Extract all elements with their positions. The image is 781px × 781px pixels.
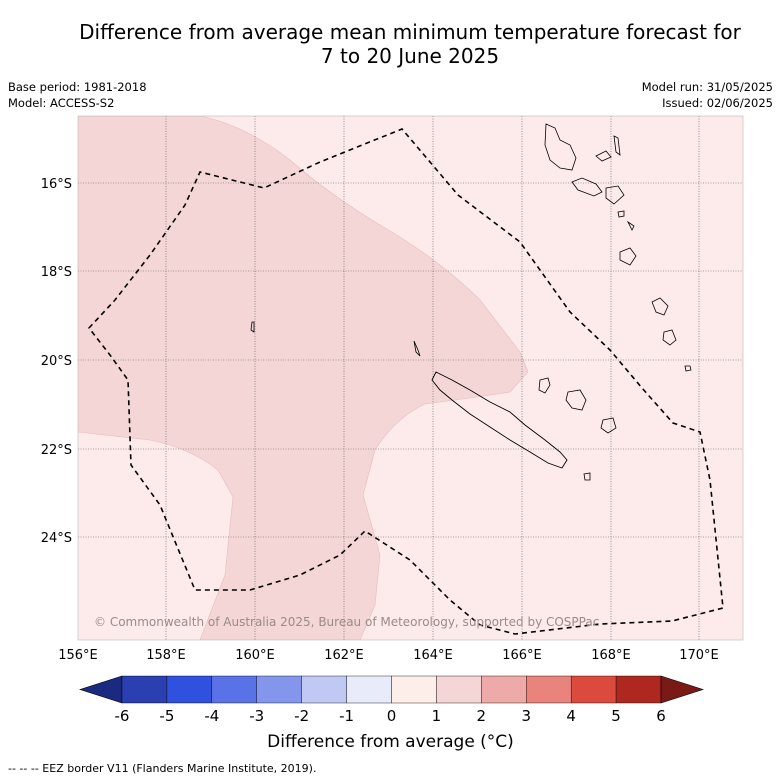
graticule bbox=[78, 116, 743, 640]
new-caledonia-mainland bbox=[431, 371, 568, 469]
chesterfield-reef bbox=[250, 321, 255, 333]
lon-tick-label: 158°E bbox=[146, 648, 186, 663]
copyright-text: © Commonwealth of Australia 2025, Bureau… bbox=[94, 615, 599, 629]
isle-of-pines bbox=[583, 472, 591, 481]
vanuatu-islands bbox=[544, 123, 692, 372]
colorbar-tick-label: 0 bbox=[387, 707, 397, 725]
lat-tick-label: 16°S bbox=[41, 177, 72, 192]
colorbar-tick-label: -3 bbox=[249, 707, 264, 725]
colorbar-extend-high bbox=[660, 675, 704, 704]
eez-border bbox=[87, 128, 724, 635]
loyalty-mare bbox=[600, 417, 617, 434]
colorbar-segment bbox=[570, 675, 617, 704]
colorbar-segment bbox=[615, 675, 662, 704]
colorbar-extend-low bbox=[79, 675, 123, 704]
colorbar-tick-label: -6 bbox=[115, 707, 130, 725]
colorbar: -6 -5 -4 -3 -2 -1 0 1 2 3 4 5 6 bbox=[79, 675, 704, 725]
lat-tick-label: 18°S bbox=[41, 265, 72, 280]
colorbar-segment bbox=[436, 675, 482, 704]
colorbar-segment bbox=[526, 675, 572, 704]
lon-tick-label: 156°E bbox=[58, 648, 98, 663]
colorbar-label: Difference from average (°C) bbox=[267, 732, 514, 752]
loyalty-ouvea bbox=[538, 377, 551, 394]
metadata-right: Model run: 31/05/2025 Issued: 02/06/2025 bbox=[642, 79, 773, 111]
lon-tick-label: 166°E bbox=[502, 648, 542, 663]
colorbar-segment bbox=[346, 675, 392, 704]
colorbar-tick-label: 1 bbox=[432, 707, 442, 725]
colorbar-segment bbox=[391, 675, 437, 704]
base-period: Base period: 1981-2018 bbox=[8, 80, 147, 94]
lat-tick-label: 22°S bbox=[41, 443, 72, 458]
anomaly-band-1-2 bbox=[78, 116, 529, 640]
colorbar-tick-label: -5 bbox=[159, 707, 174, 725]
colorbar-tick-label: 3 bbox=[521, 707, 531, 725]
eez-legend-note: -- -- -- EEZ border V11 (Flanders Marine… bbox=[8, 762, 317, 775]
lon-tick-label: 164°E bbox=[413, 648, 453, 663]
lat-tick-label: 24°S bbox=[41, 531, 72, 546]
colorbar-tick-label: 5 bbox=[611, 707, 621, 725]
title-line-1: Difference from average mean minimum tem… bbox=[79, 20, 741, 44]
title-line-2: 7 to 20 June 2025 bbox=[320, 44, 500, 68]
colorbar-tick-label: -2 bbox=[294, 707, 309, 725]
colorbar-tick-label: 2 bbox=[477, 707, 487, 725]
page-title: Difference from average mean minimum tem… bbox=[0, 20, 781, 68]
lon-tick-label: 162°E bbox=[324, 648, 364, 663]
colorbar-segment bbox=[166, 675, 213, 704]
model-run: Model run: 31/05/2025 bbox=[641, 80, 773, 94]
colorbar-tick-label: -1 bbox=[339, 707, 354, 725]
colorbar-segment bbox=[481, 675, 527, 704]
lon-tick-label: 168°E bbox=[591, 648, 631, 663]
metadata-left: Base period: 1981-2018 Model: ACCESS-S2 bbox=[8, 79, 147, 111]
colorbar-segment bbox=[211, 675, 257, 704]
colorbar-tick-label: 4 bbox=[566, 707, 576, 725]
latitude-labels: 16°S 18°S 20°S 22°S 24°S bbox=[41, 177, 72, 546]
plot-frame bbox=[77, 115, 744, 641]
lon-tick-label: 160°E bbox=[235, 648, 275, 663]
colorbar-segment bbox=[121, 675, 168, 704]
lon-tick-label: 170°E bbox=[679, 648, 719, 663]
loyalty-lifou bbox=[565, 389, 587, 411]
colorbar-tick-label: -4 bbox=[204, 707, 219, 725]
lat-tick-label: 20°S bbox=[41, 354, 72, 369]
issued-date: Issued: 02/06/2025 bbox=[662, 96, 773, 110]
longitude-labels: 156°E 158°E 160°E 162°E 164°E 166°E 168°… bbox=[58, 648, 719, 663]
belep-islands bbox=[413, 340, 421, 357]
colorbar-segment bbox=[256, 675, 302, 704]
colorbar-segment bbox=[301, 675, 347, 704]
model-name: Model: ACCESS-S2 bbox=[8, 96, 115, 110]
colorbar-tick-label: 6 bbox=[656, 707, 666, 725]
